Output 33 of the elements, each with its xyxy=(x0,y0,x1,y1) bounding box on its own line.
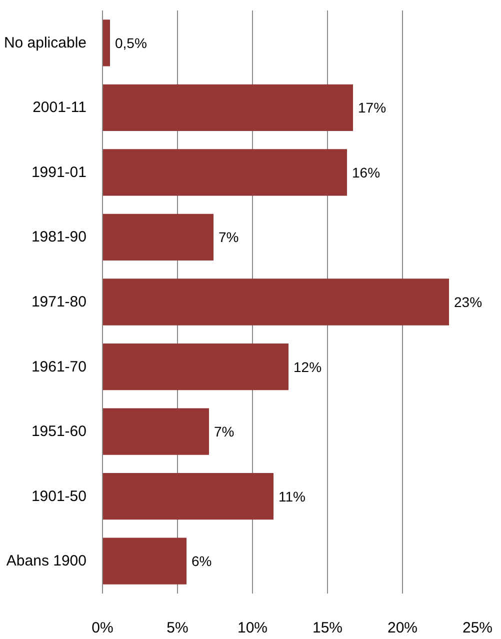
y-tick-label: No aplicable xyxy=(4,34,87,52)
bar xyxy=(102,408,209,455)
data-label: 16% xyxy=(352,164,380,180)
y-tick-label: 2001-11 xyxy=(32,99,86,116)
x-tick-label: 0% xyxy=(92,620,114,636)
y-tick-label: 1961-70 xyxy=(31,358,87,376)
x-tick-label: 15% xyxy=(312,620,343,636)
x-tick-label: 20% xyxy=(387,620,418,636)
bar xyxy=(102,473,274,520)
y-tick-label: Abans 1900 xyxy=(6,552,87,570)
y-tick-label: 1951-60 xyxy=(31,423,87,440)
x-tick-label: 10% xyxy=(237,620,268,636)
bar xyxy=(102,538,186,584)
data-label: 12% xyxy=(294,358,322,375)
y-tick-label: 1901-50 xyxy=(31,488,87,505)
data-label: 7% xyxy=(218,229,239,246)
x-tick-label: 25% xyxy=(462,620,493,636)
bar xyxy=(102,214,214,261)
data-label: 0,5% xyxy=(115,34,147,51)
data-label: 23% xyxy=(454,294,482,310)
bar xyxy=(102,278,449,326)
data-label: 6% xyxy=(192,553,212,570)
bar xyxy=(102,149,347,196)
y-tick-label: 1981-90 xyxy=(31,228,87,246)
bar xyxy=(102,84,353,131)
data-label: 11% xyxy=(278,488,306,504)
y-tick-label: 1991-01 xyxy=(31,164,87,181)
bar xyxy=(102,343,288,390)
bar xyxy=(102,20,110,66)
y-tick-label: 1971-80 xyxy=(31,294,87,310)
data-label: 7% xyxy=(214,424,234,440)
data-label: 17% xyxy=(358,100,386,116)
x-tick-label: 5% xyxy=(166,620,188,636)
